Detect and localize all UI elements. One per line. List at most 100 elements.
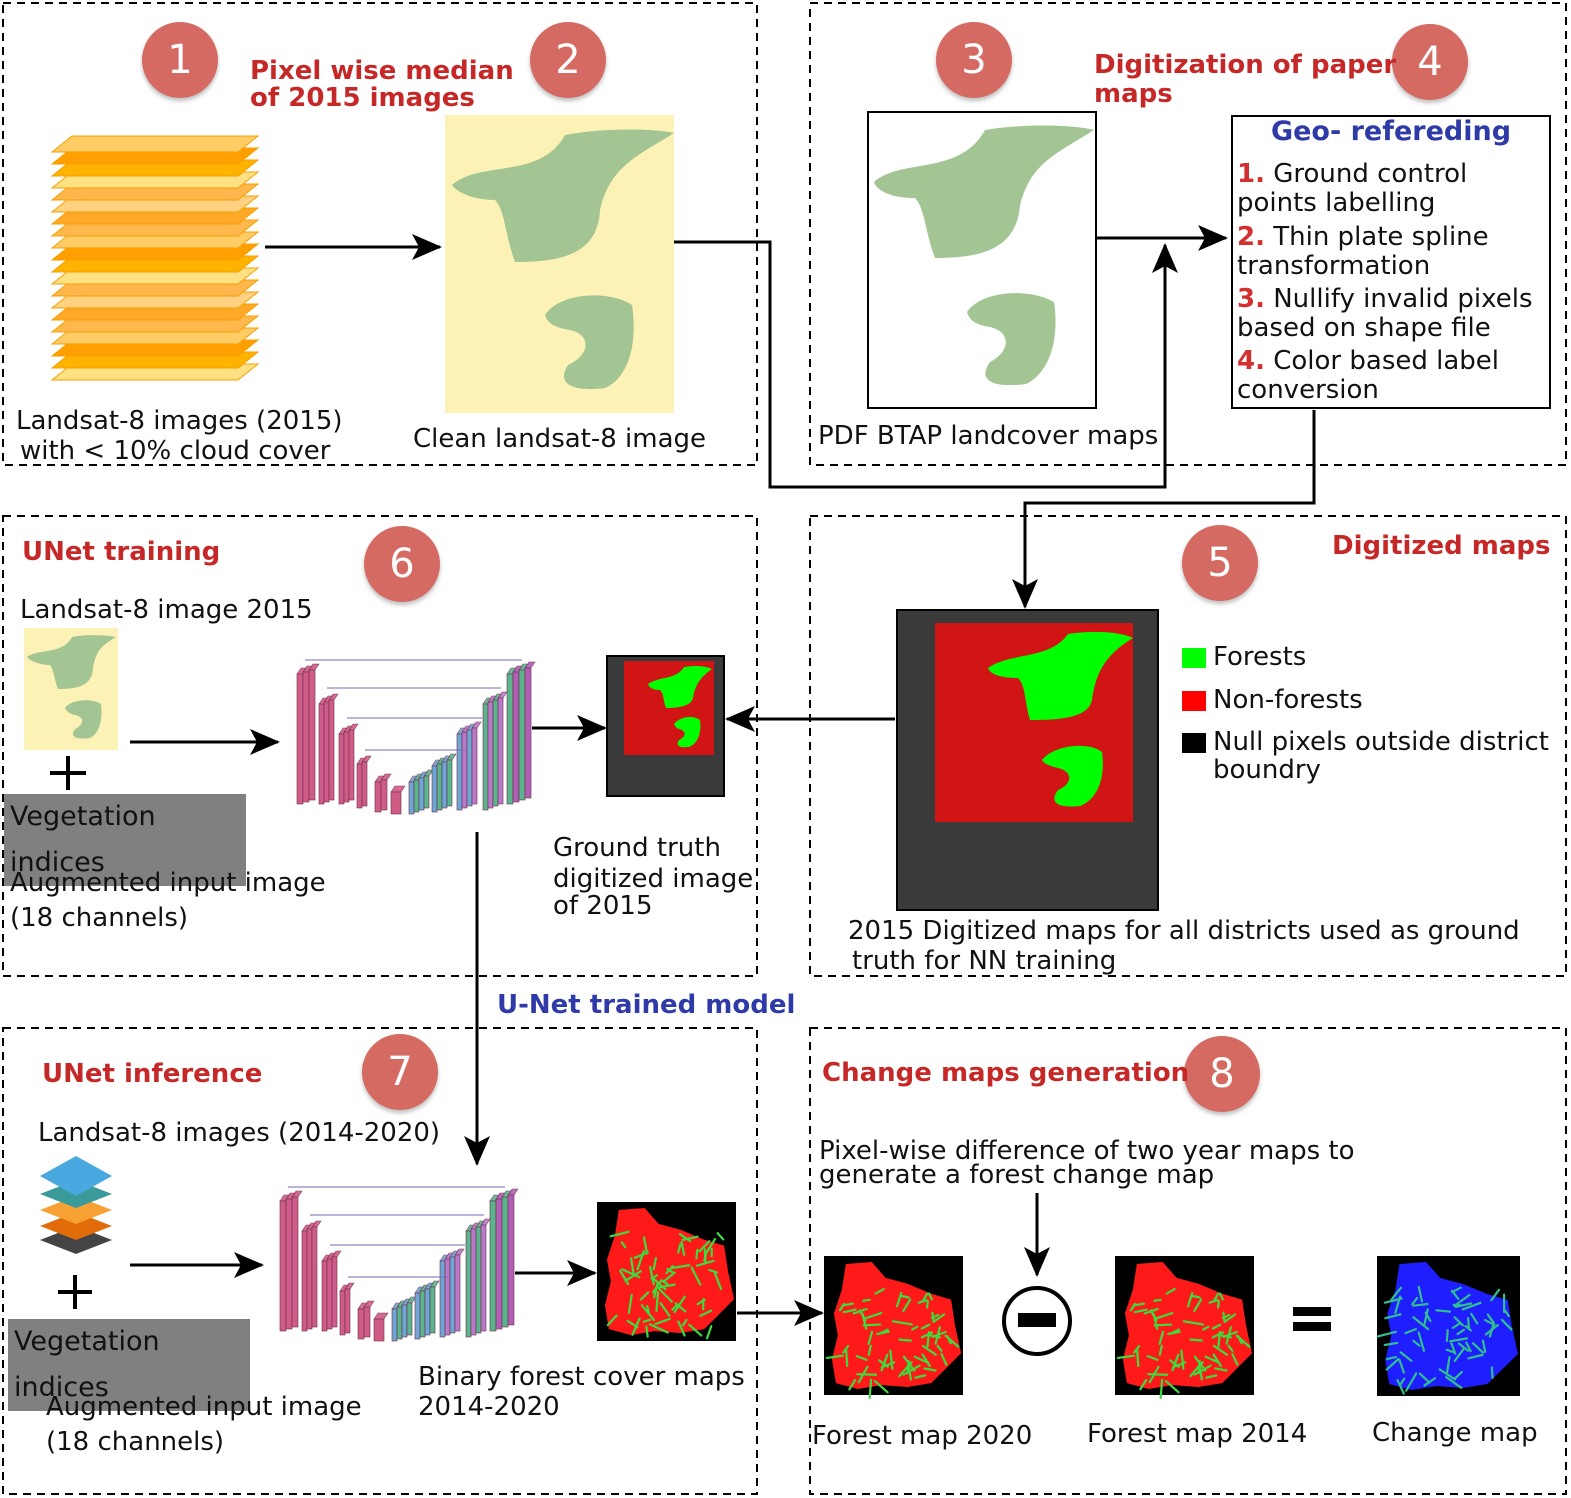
- forest-vein: [1384, 1313, 1402, 1320]
- forest-vein: [1435, 1309, 1451, 1313]
- panel-unet-inference: [2, 1027, 758, 1495]
- unet-block: [489, 1200, 497, 1332]
- forest-vein: [880, 1361, 896, 1369]
- forest-vein: [1453, 1346, 1466, 1363]
- unet-block: [285, 1198, 293, 1330]
- georef-step-1-num: 1.: [1237, 159, 1265, 189]
- unet-block-top: [373, 1312, 389, 1320]
- forest-vein: [1453, 1293, 1471, 1308]
- forest-vein: [1471, 1342, 1485, 1354]
- unet-block-top: [390, 785, 406, 793]
- forest-vein: [1154, 1311, 1174, 1320]
- step-4-badge: 4: [1392, 24, 1468, 100]
- forest-vein: [867, 1344, 872, 1356]
- forest-vein: [1214, 1367, 1228, 1372]
- forest-vein: [1423, 1308, 1429, 1325]
- forest-vein: [1186, 1292, 1194, 1308]
- forest-vein: [680, 1240, 686, 1256]
- forest-vein: [902, 1364, 921, 1376]
- forest-vein: [889, 1349, 894, 1370]
- georef-step-3: 3. Nullify invalid pixels based on shape…: [1237, 285, 1553, 343]
- forest-vein: [652, 1281, 659, 1299]
- vegetation-indices-inference: Vegetation indices: [8, 1319, 250, 1411]
- forest-vein: [1222, 1330, 1238, 1338]
- unet-block: [348, 729, 355, 801]
- plus-signs: [50, 756, 92, 1309]
- forest-vein: [1164, 1379, 1180, 1394]
- forest-vein: [1445, 1329, 1449, 1342]
- forest-vein: [863, 1311, 883, 1320]
- digitized-maps-title: Digitized maps: [1332, 531, 1551, 561]
- forest-vein: [649, 1265, 655, 1286]
- forest-vein: [1404, 1328, 1417, 1335]
- forest-vein: [690, 1266, 702, 1286]
- forest-vein: [1417, 1331, 1426, 1352]
- unet-block: [301, 1230, 308, 1332]
- landsat-caption-line2: with < 10% cloud cover: [20, 436, 331, 466]
- forest-vein: [1147, 1373, 1169, 1376]
- forest-vein: [1390, 1286, 1403, 1301]
- forest-vein: [852, 1307, 868, 1315]
- forest-vein: [868, 1378, 873, 1399]
- unet-block: [492, 699, 499, 807]
- unet-block: [414, 1292, 421, 1340]
- unet-block: [507, 1194, 515, 1326]
- inference-input-label: Landsat-8 images (2014-2020): [38, 1118, 441, 1148]
- digitization-title-line1: Digitization of paper: [1094, 50, 1397, 80]
- unet-block: [524, 667, 532, 799]
- forest-vein: [619, 1269, 630, 1286]
- forest-vein: [1385, 1355, 1398, 1361]
- forest-vein: [1453, 1370, 1463, 1381]
- forest-vein: [917, 1299, 928, 1304]
- georef-step-3-num: 3.: [1237, 284, 1265, 314]
- forest-vein: [624, 1270, 642, 1282]
- forest-vein: [1490, 1366, 1494, 1379]
- forest-vein: [648, 1323, 669, 1334]
- forest-vein: [620, 1241, 627, 1249]
- forest-vein: [609, 1230, 630, 1238]
- unet-block: [373, 1318, 385, 1342]
- change-desc-line1: Pixel-wise difference of two year maps t…: [819, 1136, 1355, 1166]
- georeferencing-box: Geo- refereding 1. Ground control points…: [1231, 115, 1551, 409]
- forest-vein: [703, 1248, 707, 1264]
- forest-vein: [1457, 1342, 1470, 1352]
- forest-vein: [665, 1265, 674, 1275]
- forest-vein: [636, 1249, 645, 1271]
- vegetation-indices-training: Vegetation indices: [4, 794, 246, 886]
- forest-vein: [923, 1367, 937, 1372]
- forest-vein: [878, 1359, 889, 1368]
- forest-vein: [1191, 1294, 1201, 1299]
- forest-vein: [695, 1248, 699, 1260]
- forest-vein: [1500, 1318, 1513, 1331]
- unet-block: [344, 1288, 351, 1334]
- change-map-label: Change map: [1372, 1418, 1538, 1448]
- forest-vein: [646, 1304, 650, 1314]
- forest-vein: [1211, 1331, 1225, 1339]
- forest-vein: [1504, 1309, 1510, 1318]
- forest-vein: [708, 1268, 718, 1274]
- unet-block: [361, 761, 368, 807]
- training-aug-line2: (18 channels): [10, 903, 189, 933]
- unet-block: [302, 671, 310, 803]
- forest-vein: [1484, 1318, 1496, 1326]
- forest-vein: [1445, 1348, 1456, 1354]
- unet-architecture-training: [296, 659, 536, 815]
- forest-vein: [1235, 1334, 1251, 1348]
- unet-block: [331, 1256, 338, 1328]
- unet-block: [480, 1224, 487, 1332]
- pdf-map-caption: PDF BTAP landcover maps: [818, 421, 1159, 451]
- unet-block: [396, 1306, 403, 1340]
- forest-vein: [902, 1298, 912, 1313]
- georef-step-4-text: Color based label conversion: [1237, 346, 1500, 405]
- forest-vein: [1171, 1361, 1187, 1369]
- step-2-badge: 2: [530, 22, 606, 98]
- unet-block: [444, 1258, 451, 1336]
- forest-vein: [1445, 1375, 1463, 1389]
- landsat-image-stack: [50, 135, 260, 381]
- unet-block: [356, 763, 363, 809]
- forest-vein: [921, 1344, 937, 1356]
- forest-vein: [1464, 1324, 1472, 1332]
- forest-vein: [1411, 1296, 1419, 1306]
- binary-maps-line1: Binary forest cover maps: [418, 1362, 745, 1392]
- forest-vein: [1129, 1302, 1137, 1312]
